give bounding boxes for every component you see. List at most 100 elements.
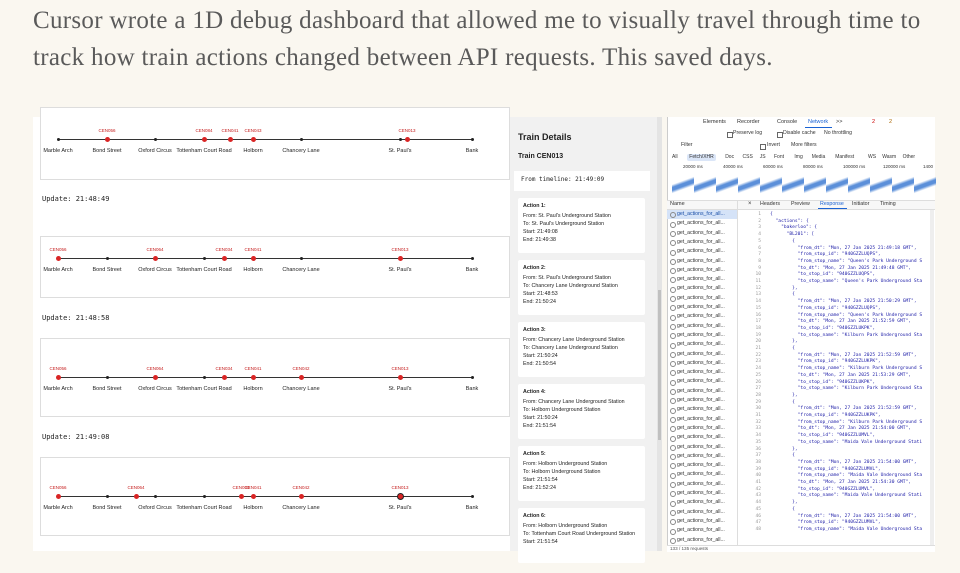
request-name[interactable]: get_actions_for_all... bbox=[677, 294, 725, 301]
request-name[interactable]: get_actions_for_all... bbox=[677, 434, 725, 441]
type-filter[interactable]: Doc bbox=[725, 154, 735, 160]
devtools-tab[interactable]: Network bbox=[808, 119, 829, 125]
request-name[interactable]: get_actions_for_all... bbox=[677, 536, 725, 543]
request-name[interactable]: get_actions_for_all... bbox=[677, 527, 725, 534]
request-name[interactable]: get_actions_for_all... bbox=[677, 452, 725, 459]
action-field: From: Chancery Lane Underground Station bbox=[523, 337, 625, 343]
request-name[interactable]: get_actions_for_all... bbox=[677, 406, 725, 413]
train-dot[interactable] bbox=[227, 137, 233, 142]
train-dot[interactable] bbox=[238, 494, 244, 499]
train-dot[interactable] bbox=[104, 137, 110, 142]
type-filter[interactable]: Media bbox=[811, 154, 826, 160]
request-name[interactable]: get_actions_for_all... bbox=[677, 350, 725, 357]
checkbox[interactable] bbox=[760, 144, 766, 150]
action-field: To: Tottenham Court Road Underground Sta… bbox=[523, 531, 636, 537]
request-name[interactable]: get_actions_for_all... bbox=[677, 359, 725, 366]
request-name[interactable]: get_actions_for_all... bbox=[677, 462, 725, 469]
train-dot[interactable] bbox=[152, 375, 158, 380]
train-dot[interactable] bbox=[221, 256, 227, 261]
type-filter[interactable]: Manifest bbox=[835, 154, 855, 160]
invert[interactable]: Invert bbox=[767, 142, 780, 148]
devtools-tab[interactable]: >> bbox=[836, 119, 843, 125]
request-name[interactable]: get_actions_for_all... bbox=[677, 313, 725, 320]
request-name[interactable]: get_actions_for_all... bbox=[677, 443, 725, 450]
type-filter[interactable]: Img bbox=[794, 154, 803, 160]
more-filters[interactable]: More filters bbox=[791, 142, 817, 148]
panel-tab[interactable]: Initiator bbox=[852, 201, 870, 207]
panel-tab[interactable]: Preview bbox=[791, 201, 810, 207]
code-line: "from_dt": "Mon, 27 Jan 2025 21:54:00 GM… bbox=[770, 513, 917, 519]
request-name[interactable]: get_actions_for_all... bbox=[677, 490, 725, 496]
train-dot[interactable] bbox=[152, 256, 158, 261]
request-name[interactable]: get_actions_for_all... bbox=[677, 322, 725, 329]
action-card: Action 2: From: St. Paul's Underground St… bbox=[518, 260, 645, 315]
request-name[interactable]: get_actions_for_all... bbox=[677, 331, 725, 338]
request-name[interactable]: get_actions_for_all... bbox=[677, 424, 725, 431]
panel-tab[interactable]: Headers bbox=[760, 201, 781, 207]
checkbox[interactable] bbox=[727, 132, 733, 138]
train-dot[interactable] bbox=[55, 256, 61, 261]
train-dot[interactable] bbox=[55, 375, 61, 380]
request-icon bbox=[670, 212, 676, 219]
type-filter[interactable]: All bbox=[672, 154, 678, 160]
devtools-option[interactable]: Disable cache bbox=[783, 130, 816, 136]
devtools-tab[interactable]: Elements bbox=[703, 119, 726, 125]
request-name[interactable]: get_actions_for_all... bbox=[677, 499, 725, 506]
request-icon bbox=[670, 370, 676, 377]
train-dot[interactable] bbox=[133, 494, 139, 499]
type-filter[interactable]: WS bbox=[868, 154, 877, 160]
station-label: Chancery Lane bbox=[282, 386, 320, 392]
train-dot[interactable] bbox=[250, 137, 256, 142]
train-dot[interactable] bbox=[396, 493, 404, 500]
timeline-tick: 40000 ms bbox=[723, 164, 743, 169]
devtools-tab[interactable]: Recorder bbox=[737, 119, 760, 125]
train-dot[interactable] bbox=[404, 137, 410, 142]
throttle[interactable]: No throttling bbox=[824, 130, 852, 136]
request-name[interactable]: get_actions_for_all... bbox=[677, 304, 725, 310]
request-name[interactable]: get_actions_for_all... bbox=[677, 248, 725, 255]
train-dot[interactable] bbox=[250, 256, 256, 261]
train-dot[interactable] bbox=[250, 494, 256, 499]
request-name[interactable]: get_actions_for_all... bbox=[677, 471, 725, 478]
panel-tab[interactable]: Timing bbox=[880, 201, 896, 207]
train-dot[interactable] bbox=[250, 375, 256, 380]
type-filter[interactable]: JS bbox=[759, 154, 766, 160]
request-name[interactable]: get_actions_for_all... bbox=[677, 257, 725, 264]
request-name[interactable]: get_actions_for_all... bbox=[677, 341, 725, 348]
request-name[interactable]: get_actions_for_all... bbox=[677, 238, 725, 245]
type-filter[interactable]: Wasm bbox=[882, 154, 897, 160]
request-name[interactable]: get_actions_for_all... bbox=[677, 397, 725, 403]
request-name[interactable]: get_actions_for_all... bbox=[677, 369, 725, 376]
type-filter[interactable]: CSS bbox=[742, 154, 753, 160]
checkbox[interactable] bbox=[777, 132, 783, 138]
filter-input[interactable]: Filter bbox=[681, 142, 693, 148]
request-name[interactable]: get_actions_for_all... bbox=[677, 517, 725, 524]
train-dot[interactable] bbox=[298, 494, 304, 499]
type-filter[interactable]: Other bbox=[902, 154, 916, 160]
devtools-option[interactable]: Preserve log bbox=[733, 130, 763, 136]
train-dot[interactable] bbox=[397, 375, 403, 380]
request-name[interactable]: get_actions_for_all... bbox=[677, 387, 725, 394]
panel-tab[interactable]: Response bbox=[820, 201, 844, 207]
request-name[interactable]: get_actions_for_all... bbox=[677, 415, 725, 422]
request-name[interactable]: get_actions_for_all... bbox=[677, 211, 725, 217]
type-filter[interactable]: Font bbox=[774, 154, 785, 160]
train-dot[interactable] bbox=[221, 375, 227, 380]
request-name[interactable]: get_actions_for_all... bbox=[677, 480, 725, 487]
train-dot[interactable] bbox=[55, 494, 61, 499]
request-name[interactable]: get_actions_for_all... bbox=[677, 266, 725, 273]
request-name[interactable]: get_actions_for_all... bbox=[677, 220, 725, 227]
request-name[interactable]: get_actions_for_all... bbox=[677, 276, 725, 283]
type-filter[interactable]: Fetch/XHR bbox=[687, 154, 716, 161]
request-name[interactable]: get_actions_for_all... bbox=[677, 378, 725, 385]
code-line: { bbox=[770, 453, 795, 459]
train-dot[interactable] bbox=[397, 256, 403, 261]
train-dot[interactable] bbox=[201, 137, 207, 142]
request-name[interactable]: get_actions_for_all... bbox=[677, 229, 725, 236]
request-name[interactable]: get_actions_for_all... bbox=[677, 285, 725, 292]
train-dot[interactable] bbox=[298, 375, 304, 380]
devtools-tab[interactable]: Console bbox=[777, 119, 798, 125]
action-field: Start: 21:50:24 bbox=[523, 415, 558, 421]
request-name[interactable]: get_actions_for_all... bbox=[677, 508, 725, 515]
request-icon bbox=[670, 509, 676, 516]
